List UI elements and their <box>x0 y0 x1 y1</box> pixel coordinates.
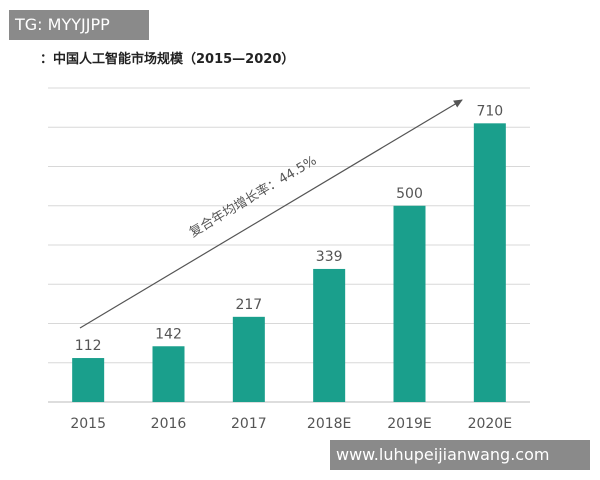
value-labels: 112 142 217 339 500 710 <box>75 103 503 354</box>
value-label-2020E: 710 <box>476 103 503 119</box>
chart-title: ：中国人工智能市场规模（2015—2020） <box>40 52 295 67</box>
value-label-2016: 142 <box>155 326 182 342</box>
bar-2015 <box>72 358 105 402</box>
value-label-2018E: 339 <box>316 249 343 265</box>
value-label-2017: 217 <box>235 297 262 313</box>
watermark-url: www.luhupeijianwang.com <box>330 440 590 470</box>
bars <box>72 123 506 402</box>
bar-2019E <box>393 205 426 402</box>
value-label-2019E: 500 <box>396 186 423 202</box>
trend-arrow-line <box>79 99 463 329</box>
bar-2018E <box>313 268 346 402</box>
x-tick-label-2016: 2016 <box>151 416 187 432</box>
x-tick-label-2017: 2017 <box>231 416 267 432</box>
watermark-tag: TG: MYYJJPP <box>9 10 149 40</box>
bar-2017 <box>232 316 265 402</box>
x-tick-labels: 2015 2016 2017 2018E 2019E 2020E <box>70 416 512 432</box>
x-tick-label-2020E: 2020E <box>468 416 512 432</box>
value-label-2015: 112 <box>75 338 102 354</box>
bar-2020E <box>473 123 506 402</box>
x-tick-label-2015: 2015 <box>70 416 106 432</box>
gridlines <box>48 87 530 403</box>
x-tick-label-2018E: 2018E <box>307 416 351 432</box>
bar-2016 <box>152 346 185 402</box>
x-tick-label-2019E: 2019E <box>387 416 431 432</box>
